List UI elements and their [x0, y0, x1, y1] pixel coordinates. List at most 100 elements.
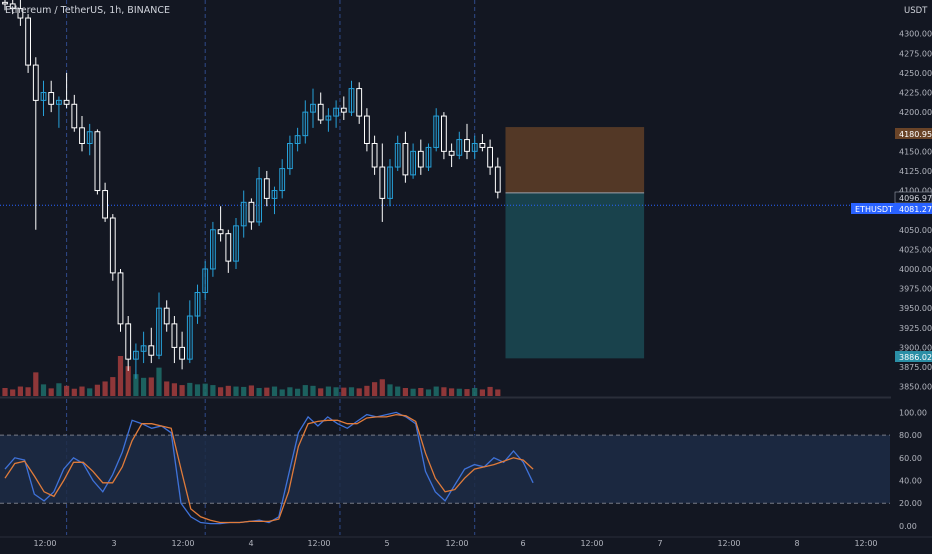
- candle[interactable]: [487, 139, 494, 175]
- candle-body: [340, 107, 347, 113]
- candle-body: [48, 92, 55, 105]
- candle[interactable]: [433, 108, 440, 152]
- candle[interactable]: [379, 143, 386, 222]
- candle-body: [433, 115, 440, 148]
- time-tick-label: 12:00: [854, 539, 877, 548]
- candle[interactable]: [271, 186, 278, 215]
- candle[interactable]: [402, 131, 409, 183]
- candle-body: [294, 135, 301, 145]
- candle[interactable]: [125, 316, 132, 371]
- candle[interactable]: [32, 57, 39, 230]
- candle[interactable]: [2, 0, 8, 11]
- short-position-tool[interactable]: [0, 127, 890, 359]
- candle[interactable]: [348, 80, 355, 117]
- candle[interactable]: [394, 135, 401, 171]
- candle[interactable]: [479, 134, 486, 152]
- candle[interactable]: [333, 100, 340, 128]
- candle[interactable]: [240, 190, 247, 238]
- candle[interactable]: [494, 157, 501, 199]
- candle-body: [186, 315, 193, 360]
- candle[interactable]: [17, 0, 24, 26]
- candle[interactable]: [179, 331, 185, 370]
- candle[interactable]: [71, 94, 78, 132]
- stoch-k-line[interactable]: [4, 411, 534, 525]
- candle[interactable]: [471, 135, 478, 160]
- candle[interactable]: [410, 143, 417, 179]
- candle[interactable]: [302, 100, 309, 144]
- candle[interactable]: [441, 112, 447, 160]
- candle[interactable]: [140, 331, 147, 364]
- candle-body: [163, 307, 170, 325]
- candle-body: [71, 103, 78, 129]
- candle[interactable]: [417, 139, 424, 175]
- candle[interactable]: [256, 167, 263, 226]
- candle[interactable]: [133, 343, 139, 379]
- candle-body: [441, 115, 447, 152]
- candle-body: [402, 143, 409, 176]
- candle[interactable]: [217, 206, 224, 242]
- candle[interactable]: [356, 82, 363, 124]
- volume-bar: [56, 383, 62, 396]
- candle[interactable]: [40, 80, 47, 117]
- price-tick-label: 4025.00: [899, 245, 932, 254]
- candle[interactable]: [294, 127, 301, 152]
- candle[interactable]: [156, 292, 162, 360]
- candle[interactable]: [464, 123, 470, 160]
- volume-bar: [302, 385, 308, 396]
- volume-bar: [218, 387, 224, 396]
- stochastic-pane[interactable]: [0, 411, 890, 525]
- candle[interactable]: [325, 108, 332, 132]
- stoch-tick-label: 80.00: [899, 431, 922, 440]
- candle-body: [233, 225, 239, 262]
- stoch-tick-label: 60.00: [899, 454, 922, 463]
- volume-bar: [472, 388, 478, 396]
- candle[interactable]: [48, 80, 55, 113]
- candle[interactable]: [163, 300, 170, 332]
- candle[interactable]: [186, 300, 193, 364]
- candle[interactable]: [25, 14, 32, 73]
- candle[interactable]: [317, 92, 324, 124]
- candle[interactable]: [263, 170, 270, 207]
- candle[interactable]: [233, 217, 239, 269]
- candle[interactable]: [102, 182, 108, 222]
- candle-body: [94, 131, 101, 192]
- candlestick-series[interactable]: [2, 0, 501, 379]
- entry-price-label: 4096.97: [899, 194, 932, 203]
- candle[interactable]: [210, 221, 216, 277]
- candle[interactable]: [9, 0, 16, 15]
- candle[interactable]: [79, 116, 85, 152]
- candle[interactable]: [117, 268, 124, 332]
- candle[interactable]: [387, 159, 393, 207]
- candle[interactable]: [94, 129, 101, 195]
- candle[interactable]: [310, 88, 316, 128]
- candle[interactable]: [56, 96, 62, 128]
- candle[interactable]: [456, 131, 463, 160]
- stoch-d-line[interactable]: [4, 413, 534, 524]
- candle-body: [263, 178, 270, 199]
- candle[interactable]: [86, 123, 93, 156]
- time-tick-label: 12:00: [580, 539, 603, 548]
- candle[interactable]: [109, 214, 116, 281]
- volume-bar: [194, 384, 201, 396]
- candle[interactable]: [340, 96, 347, 120]
- volume-bar: [333, 387, 339, 396]
- candle[interactable]: [248, 198, 255, 230]
- candle[interactable]: [171, 316, 178, 364]
- candle[interactable]: [194, 284, 201, 324]
- candle[interactable]: [371, 135, 378, 175]
- candle[interactable]: [425, 143, 432, 171]
- candle[interactable]: [63, 72, 70, 109]
- candle[interactable]: [279, 159, 286, 199]
- take-profit-zone[interactable]: [505, 192, 645, 359]
- candle[interactable]: [448, 143, 455, 168]
- price-tick-label: 4125.00: [899, 167, 932, 176]
- candle[interactable]: [148, 327, 155, 364]
- candle[interactable]: [225, 229, 232, 273]
- stop-loss-zone[interactable]: [505, 127, 645, 193]
- candle[interactable]: [202, 261, 209, 301]
- candle[interactable]: [287, 135, 293, 175]
- candle[interactable]: [364, 108, 370, 152]
